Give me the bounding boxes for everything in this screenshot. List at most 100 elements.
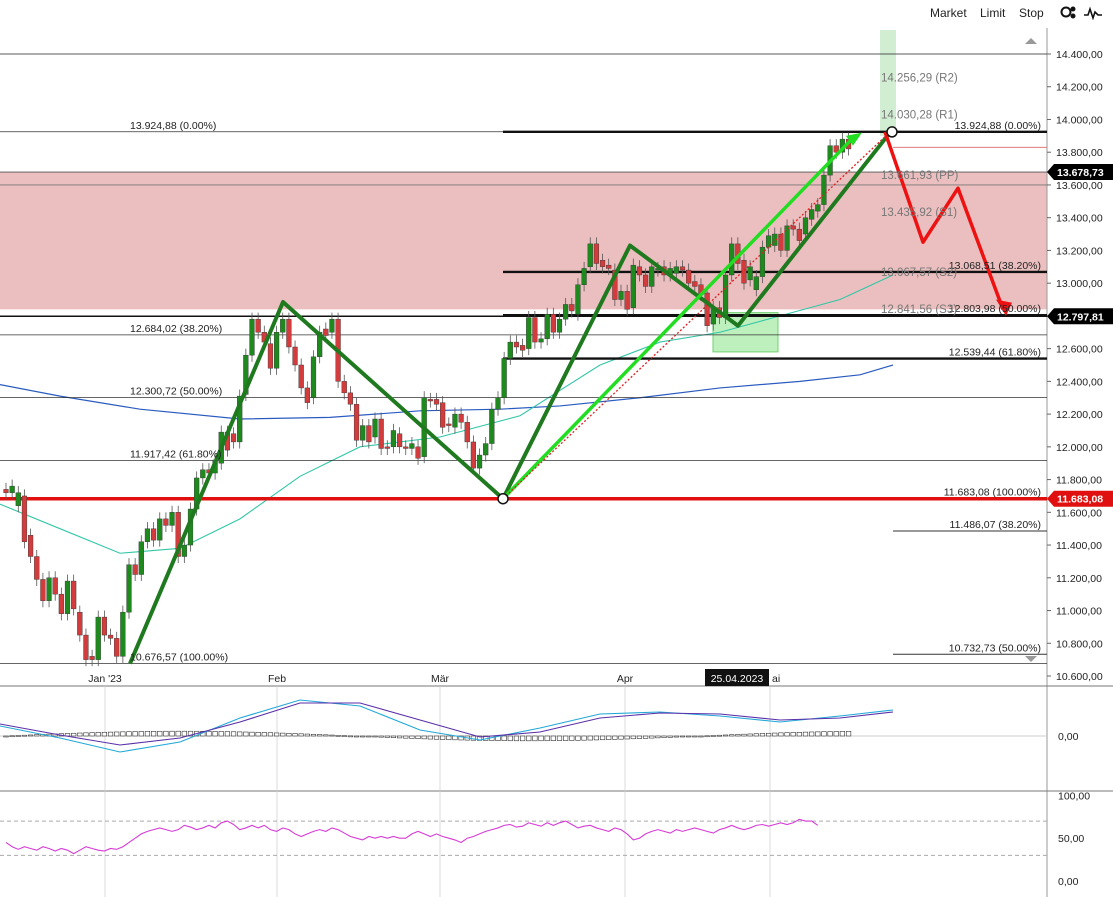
time-axis-label: Jan '23 xyxy=(88,673,122,685)
macd-histogram-bar xyxy=(575,735,581,741)
candle xyxy=(200,469,206,479)
macd-histogram-bar xyxy=(114,731,120,737)
candle xyxy=(64,580,71,615)
date-marker-label: 25.04.2023 xyxy=(711,673,764,685)
macd-histogram-bar xyxy=(224,731,231,737)
macd-histogram-bar xyxy=(95,732,101,737)
price-tick-label: 13.800,00 xyxy=(1056,147,1103,159)
settings-icon[interactable] xyxy=(1060,5,1078,21)
bullish-arrow-line xyxy=(501,134,857,500)
candle xyxy=(489,408,495,444)
candle xyxy=(784,225,790,251)
macd-histogram-bar xyxy=(716,734,722,737)
candle xyxy=(815,204,821,212)
macd-histogram-bar xyxy=(581,735,587,741)
macd-histogram-bar xyxy=(409,735,415,739)
candle xyxy=(77,611,83,636)
macd-histogram-bar xyxy=(151,731,157,737)
macd-histogram-bar xyxy=(735,734,741,737)
macd-histogram-bar xyxy=(323,734,329,737)
macd-histogram-bar xyxy=(440,735,446,740)
candle xyxy=(150,528,157,541)
candle xyxy=(686,269,692,284)
stop-order-button[interactable]: Stop xyxy=(1019,6,1044,20)
price-tag xyxy=(1047,308,1113,325)
price-tick-label: 10.800,00 xyxy=(1056,638,1103,650)
macd-histogram-bar xyxy=(347,735,354,738)
macd-histogram-bar xyxy=(267,732,274,737)
limit-order-button[interactable]: Limit xyxy=(980,6,1006,20)
candle xyxy=(274,332,280,369)
candle xyxy=(587,243,593,267)
candle xyxy=(372,418,378,438)
swing-high-marker xyxy=(886,126,898,138)
time-axis-label: Feb xyxy=(268,673,286,685)
candle xyxy=(606,264,612,269)
candle xyxy=(132,564,138,575)
candle xyxy=(624,291,630,310)
candle xyxy=(366,425,372,443)
price-tag-label: 12.797,81 xyxy=(1057,311,1104,323)
bullish-arrow-head xyxy=(846,132,862,146)
macd-histogram-bar xyxy=(636,735,643,739)
candle xyxy=(378,418,384,449)
candle xyxy=(415,446,421,459)
price-tick-label: 13.200,00 xyxy=(1056,245,1103,257)
macd-histogram-bar xyxy=(310,733,317,737)
macd-histogram-bar xyxy=(120,731,126,737)
candle xyxy=(581,268,587,285)
fib-left-label: 11.917,42 (61.80%) xyxy=(130,448,221,460)
macd-histogram-bar xyxy=(845,731,852,737)
macd-histogram-bar xyxy=(15,735,21,737)
candle xyxy=(144,528,151,542)
candle xyxy=(95,616,101,660)
macd-histogram-bar xyxy=(384,735,390,738)
candle xyxy=(267,343,274,369)
candle xyxy=(593,243,600,264)
macd-histogram-bar xyxy=(599,735,606,741)
price-tick-label: 12.000,00 xyxy=(1056,442,1103,454)
candle xyxy=(759,246,766,277)
price-tick-label: 13.400,00 xyxy=(1056,213,1103,225)
candle xyxy=(483,443,489,456)
price-tick-label: 11.000,00 xyxy=(1056,606,1102,618)
resistance-zone xyxy=(0,171,1047,310)
macd-histogram-bar xyxy=(544,735,550,742)
macd-histogram-bar xyxy=(292,733,298,737)
macd-histogram-bar xyxy=(741,733,747,737)
candle xyxy=(230,433,237,443)
candle xyxy=(280,318,286,333)
macd-histogram-bar xyxy=(181,730,187,737)
pivot-label: 14.030,28 (R1) xyxy=(881,110,958,122)
scroll-up-icon xyxy=(1025,38,1037,44)
price-tick-label: 12.600,00 xyxy=(1056,344,1103,356)
candle xyxy=(52,577,58,595)
macd-histogram-bar xyxy=(790,732,796,737)
candle xyxy=(169,512,175,526)
candle xyxy=(347,392,354,405)
fib-right-label: 11.683,08 (100.00%) xyxy=(944,487,1041,499)
macd-histogram-bar xyxy=(587,735,593,741)
price-tick-label: 12.400,00 xyxy=(1056,376,1103,388)
pivot-label: 13.661,93 (PP) xyxy=(881,170,959,182)
macd-histogram-bar xyxy=(144,731,151,737)
time-axis-label: ai xyxy=(772,673,780,685)
candle xyxy=(802,217,809,235)
candle xyxy=(618,291,624,300)
time-axis-label: Apr xyxy=(617,673,634,685)
price-tick-label: 12.200,00 xyxy=(1056,409,1103,421)
macd-histogram-bar xyxy=(827,731,833,737)
market-order-button[interactable]: Market xyxy=(930,6,967,20)
macd-signal-line xyxy=(0,702,894,746)
macd-histogram-bar xyxy=(286,733,292,737)
rsi-tick-label: 100,00 xyxy=(1058,790,1090,802)
indicator-icon[interactable] xyxy=(1083,6,1103,20)
candle xyxy=(636,266,643,276)
candle xyxy=(821,174,827,205)
macd-histogram-bar xyxy=(280,732,286,737)
bearish-forecast-head xyxy=(996,299,1012,316)
rsi-tick-label: 50,00 xyxy=(1058,833,1084,845)
macd-histogram-bar xyxy=(821,731,827,737)
candle xyxy=(46,577,52,601)
